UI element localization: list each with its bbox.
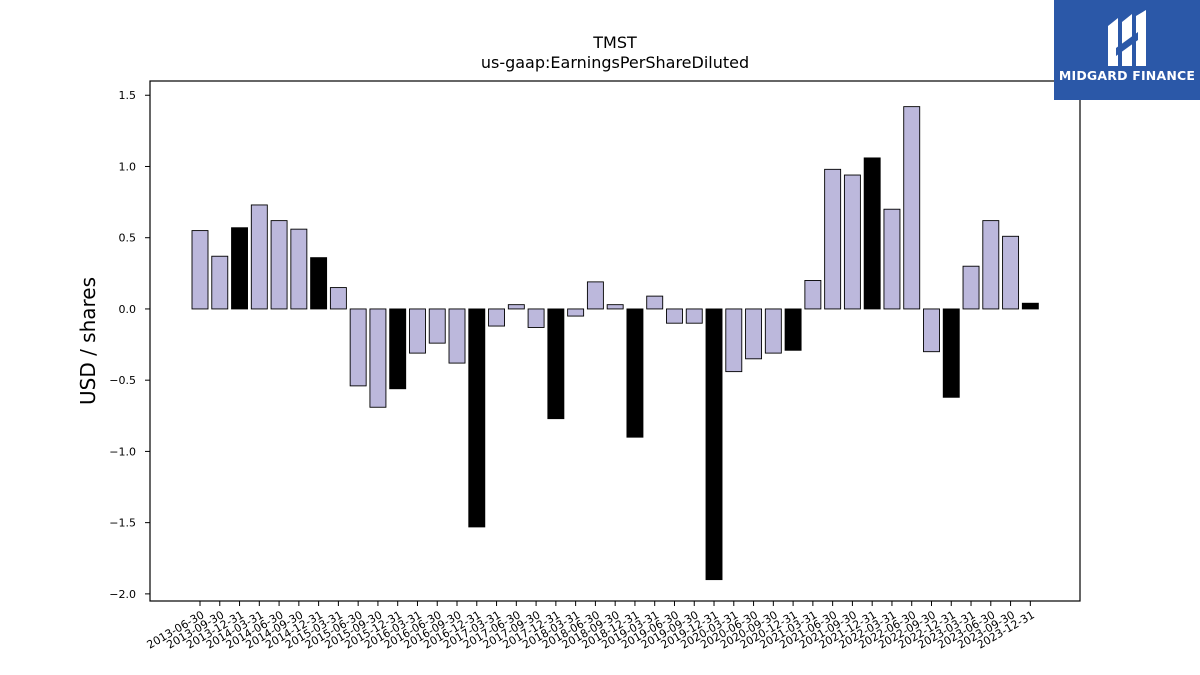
y-tick-label: −2.0 — [109, 588, 136, 601]
bar-2014-06-30 — [270, 220, 288, 310]
bar-2013-09-30 — [211, 255, 229, 310]
x-axis-ticks: 2013-06-302013-09-302013-12-312014-03-31… — [145, 601, 1037, 652]
bar-2022-12-31 — [942, 308, 960, 398]
bar-2020-09-30 — [764, 308, 782, 354]
bar-2020-03-31 — [725, 308, 743, 373]
bar-2019-09-30 — [685, 308, 703, 324]
chart-subtitle: us-gaap:EarningsPerShareDiluted — [481, 53, 749, 72]
y-tick-label: 0.5 — [119, 232, 137, 245]
y-axis-ticks: 1.5 1.0 0.5 0.0 −0.5 −1.0 −1.5 −2.0 — [109, 89, 150, 601]
y-tick-label: 1.0 — [119, 160, 137, 173]
bar-2021-12-31 — [863, 157, 881, 310]
bar-2016-09-30 — [448, 308, 466, 364]
bar-2015-12-31 — [389, 308, 407, 390]
bar-2022-03-31 — [883, 208, 901, 310]
bar-2017-09-30 — [527, 308, 545, 328]
bar-2023-03-31 — [962, 265, 980, 310]
bar-2016-03-31 — [409, 308, 426, 354]
chart-title: TMST — [592, 33, 637, 52]
y-tick-label: −1.0 — [109, 445, 136, 458]
bar-2021-03-31 — [804, 280, 822, 310]
bar-2015-06-30 — [349, 308, 367, 387]
plot-frame — [149, 80, 1081, 602]
bar-2023-06-30 — [982, 220, 1000, 310]
bar-2013-06-30 — [191, 230, 209, 310]
bar-2013-12-31 — [231, 227, 248, 310]
bar-2014-09-30 — [290, 228, 308, 310]
y-tick-label: 1.5 — [119, 89, 137, 102]
bar-2022-09-30 — [923, 308, 940, 353]
y-tick-label: 0.0 — [119, 303, 137, 316]
bar-2015-03-31 — [329, 287, 347, 310]
bar-2015-09-30 — [369, 308, 387, 408]
bar-2018-09-30 — [606, 304, 624, 310]
y-axis-label: USD / shares — [76, 277, 100, 405]
bar-2019-12-31 — [705, 308, 723, 581]
bar-2023-09-30 — [1002, 235, 1020, 310]
bar-2020-12-31 — [784, 308, 802, 351]
bar-2022-06-30 — [903, 106, 921, 310]
bar-2018-06-30 — [586, 281, 604, 310]
midgard-logo-icon — [1108, 10, 1146, 66]
bar-2021-09-30 — [843, 174, 861, 310]
y-tick-label: −0.5 — [109, 374, 136, 387]
bar-2019-06-30 — [666, 308, 683, 324]
bar-2016-06-30 — [428, 308, 446, 344]
bar-2023-12-31 — [1021, 302, 1039, 310]
y-tick-label: −1.5 — [109, 517, 136, 530]
bar-2018-12-31 — [626, 308, 644, 438]
bar-2020-06-30 — [745, 308, 763, 360]
midgard-finance-logo: MIDGARD FINANCE — [1054, 0, 1200, 100]
bar-series — [191, 106, 1039, 581]
bar-2014-03-31 — [250, 204, 268, 310]
bar-2021-06-30 — [824, 168, 842, 310]
bar-2018-03-31 — [567, 308, 585, 317]
bar-2017-06-30 — [507, 304, 525, 310]
bar-2014-12-31 — [310, 257, 328, 310]
bar-2019-03-31 — [646, 295, 664, 310]
bar-2017-03-31 — [488, 308, 505, 327]
bar-2016-12-31 — [468, 308, 486, 528]
logo-text: MIDGARD FINANCE — [1058, 68, 1196, 83]
bar-2017-12-31 — [547, 308, 565, 420]
